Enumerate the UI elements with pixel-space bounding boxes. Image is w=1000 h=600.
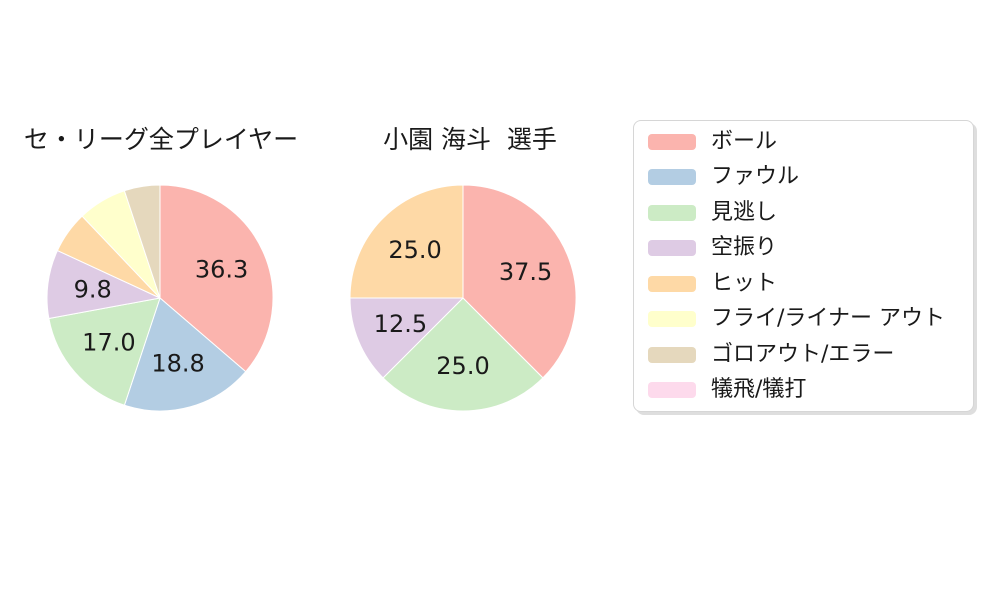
legend-swatch (648, 169, 696, 186)
pie-slice-label: 25.0 (388, 236, 441, 264)
legend-item: ヒット (634, 270, 973, 296)
legend-item-label: ファウル (711, 164, 800, 190)
legend-item: ボール (634, 128, 973, 154)
pie-slice (123, 184, 161, 299)
pie-slice (123, 297, 247, 412)
legend-item: ファウル (634, 166, 973, 188)
legend-item: 空振り (634, 237, 973, 259)
legend-item: フライ/ライナー アウト (634, 308, 973, 330)
pie-slice (349, 297, 464, 379)
pie-slice-label: 18.8 (151, 349, 204, 377)
pie-slice-label: 12.5 (374, 310, 427, 338)
legend-swatch (648, 275, 696, 292)
legend-swatch (648, 346, 696, 363)
pie-title-player: 小園 海斗 選手 (383, 125, 557, 154)
pie-slice (48, 297, 161, 406)
legend-swatch (648, 133, 696, 150)
pie-slice-label: 9.8 (74, 276, 112, 304)
legend-swatch (648, 311, 696, 328)
pie-slice-label: 37.5 (499, 258, 552, 286)
pie-slice (159, 184, 274, 373)
pie-slice-label: 17.0 (82, 329, 135, 357)
pie-title-league: セ・リーグ全プレイヤー (23, 125, 299, 154)
legend-item-label: ボール (711, 128, 778, 154)
pie-slice (382, 297, 544, 412)
pie-slice-label: 25.0 (436, 352, 489, 380)
legend-item: ゴロアウト/エラー (634, 341, 973, 367)
legend-item-label: ヒット (711, 270, 778, 296)
legend-swatch (648, 240, 696, 257)
legend-swatch (648, 204, 696, 221)
pie-slice-label: 36.3 (195, 256, 248, 284)
legend: ボール ファウル 見逃し 空振り ヒット フライ/ライナー アウト ゴロアウト/… (633, 120, 974, 412)
legend-item: 見逃し (634, 199, 973, 225)
legend-item: 犠飛/犠打 (634, 379, 973, 401)
legend-item-label: ゴロアウト/エラー (711, 341, 895, 367)
legend-item-label: フライ/ライナー アウト (711, 306, 945, 332)
pie-slice (462, 184, 577, 379)
legend-item-label: 空振り (711, 235, 778, 261)
legend-swatch (648, 382, 696, 399)
legend-item-label: 見逃し (711, 199, 778, 225)
legend-item-label: 犠飛/犠打 (711, 377, 807, 403)
pie-slice (349, 184, 464, 299)
